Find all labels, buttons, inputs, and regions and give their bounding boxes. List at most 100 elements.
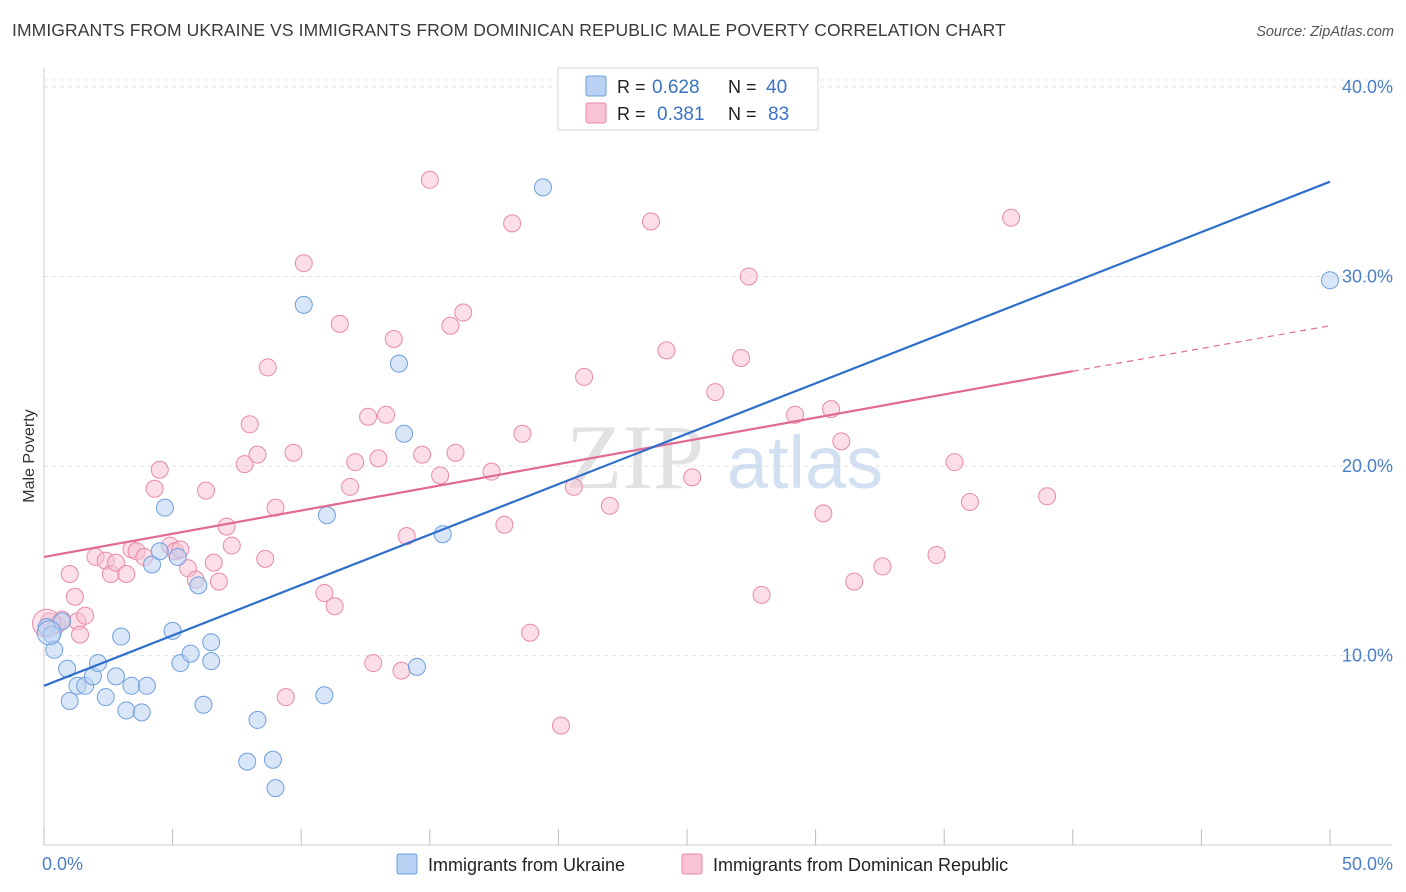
watermark-atlas: atlas: [727, 421, 883, 504]
point-dominican: [786, 405, 805, 424]
point-dominican: [276, 688, 295, 707]
point-ukraine: [202, 652, 221, 671]
point-ukraine: [155, 498, 174, 517]
point-dominican: [341, 477, 360, 496]
point-ukraine: [294, 295, 313, 314]
point-dominican: [222, 536, 241, 555]
point-ukraine: [96, 688, 115, 707]
point-ukraine-cluster: [36, 620, 62, 646]
trend-line-dominican-extension: [1072, 325, 1331, 372]
y-tick-label: 30.0%: [1342, 266, 1393, 286]
point-dominican: [945, 453, 964, 472]
point-dominican: [197, 481, 216, 500]
y-tick-label: 20.0%: [1342, 456, 1393, 476]
point-ukraine: [389, 354, 408, 373]
point-dominican: [258, 358, 277, 377]
legend-r-label-dominican: R =: [617, 104, 646, 124]
point-dominican: [284, 443, 303, 462]
point-dominican: [420, 170, 439, 189]
axes: [43, 68, 1392, 846]
point-dominican: [454, 303, 473, 322]
point-dominican: [413, 445, 432, 464]
point-ukraine: [117, 701, 136, 720]
point-dominican: [683, 468, 702, 487]
point-dominican: [752, 585, 771, 604]
point-dominican: [513, 424, 532, 443]
y-tick-label: 40.0%: [1342, 77, 1393, 97]
point-dominican: [927, 546, 946, 565]
point-dominican: [150, 460, 169, 479]
point-dominican: [384, 330, 403, 349]
point-ukraine: [1321, 271, 1339, 290]
point-dominican: [739, 267, 758, 286]
point-dominican: [145, 479, 164, 498]
chart-title: IMMIGRANTS FROM UKRAINE VS IMMIGRANTS FR…: [12, 20, 1006, 40]
point-ukraine: [163, 621, 182, 640]
bottom-legend: Immigrants from Ukraine Immigrants from …: [396, 853, 1008, 875]
point-dominican: [315, 583, 334, 602]
point-dominican: [294, 254, 313, 273]
point-dominican: [832, 432, 851, 451]
point-dominican: [377, 405, 396, 424]
point-dominican: [364, 654, 383, 673]
point-dominican: [346, 453, 365, 472]
point-dominican: [204, 553, 223, 572]
bottom-legend-swatch-ukraine: [396, 853, 418, 875]
point-dominican: [495, 515, 514, 534]
tick-labels: 10.0% 20.0% 30.0% 40.0% 0.0% 50.0%: [42, 77, 1393, 874]
point-ukraine: [137, 676, 156, 695]
trend-line-ukraine: [43, 180, 1331, 687]
point-dominican: [217, 517, 236, 536]
point-ukraine: [45, 640, 64, 659]
legend-swatch-ukraine: [585, 75, 607, 97]
legend-n-label-ukraine: N =: [728, 77, 757, 97]
point-dominican: [600, 496, 619, 515]
point-dominican: [235, 455, 254, 474]
watermark-zip: ZIP: [566, 406, 704, 508]
point-ukraine: [433, 525, 452, 544]
point-dominican: [240, 415, 259, 434]
point-dominican: [60, 564, 79, 583]
watermark: ZIP atlas: [566, 406, 883, 508]
bottom-legend-swatch-dominican: [681, 853, 703, 875]
point-dominican: [71, 625, 90, 644]
point-dominican: [325, 597, 344, 616]
legend-r-value-dominican: 0.381: [657, 104, 705, 125]
point-dominican: [392, 661, 411, 680]
y-axis-label: Male Poverty: [21, 409, 38, 502]
point-ukraine: [107, 667, 126, 686]
point-dominican: [209, 572, 228, 591]
point-dominican: [575, 367, 594, 386]
point-dominican: [845, 572, 864, 591]
point-dominican: [1038, 487, 1057, 506]
point-dominican: [107, 553, 126, 572]
gridlines: [44, 79, 1392, 656]
point-dominican: [256, 549, 275, 568]
point-dominican: [117, 564, 136, 583]
point-ukraine: [150, 542, 169, 561]
point-dominican: [431, 466, 450, 485]
point-ukraine: [248, 710, 267, 729]
point-dominican: [330, 314, 349, 333]
point-dominican: [359, 407, 378, 426]
point-ukraine: [122, 676, 141, 695]
point-dominican: [248, 445, 267, 464]
point-ukraine: [238, 752, 257, 771]
point-dominican: [441, 316, 460, 335]
point-ukraine: [266, 779, 285, 798]
point-dominican: [65, 587, 84, 606]
point-dominican: [814, 504, 833, 523]
point-dominican: [641, 212, 660, 231]
point-dominican: [657, 341, 676, 360]
point-ukraine: [407, 657, 426, 676]
x-tick-label: 50.0%: [1342, 854, 1393, 874]
y-tick-label: 10.0%: [1342, 645, 1393, 665]
point-ukraine: [112, 627, 131, 646]
bottom-legend-label-ukraine: Immigrants from Ukraine: [428, 855, 625, 875]
point-dominican: [960, 492, 979, 511]
point-ukraine: [315, 686, 334, 705]
trend-line-dominican: [43, 370, 1073, 559]
point-ukraine: [132, 703, 151, 722]
point-ukraine: [317, 506, 336, 525]
